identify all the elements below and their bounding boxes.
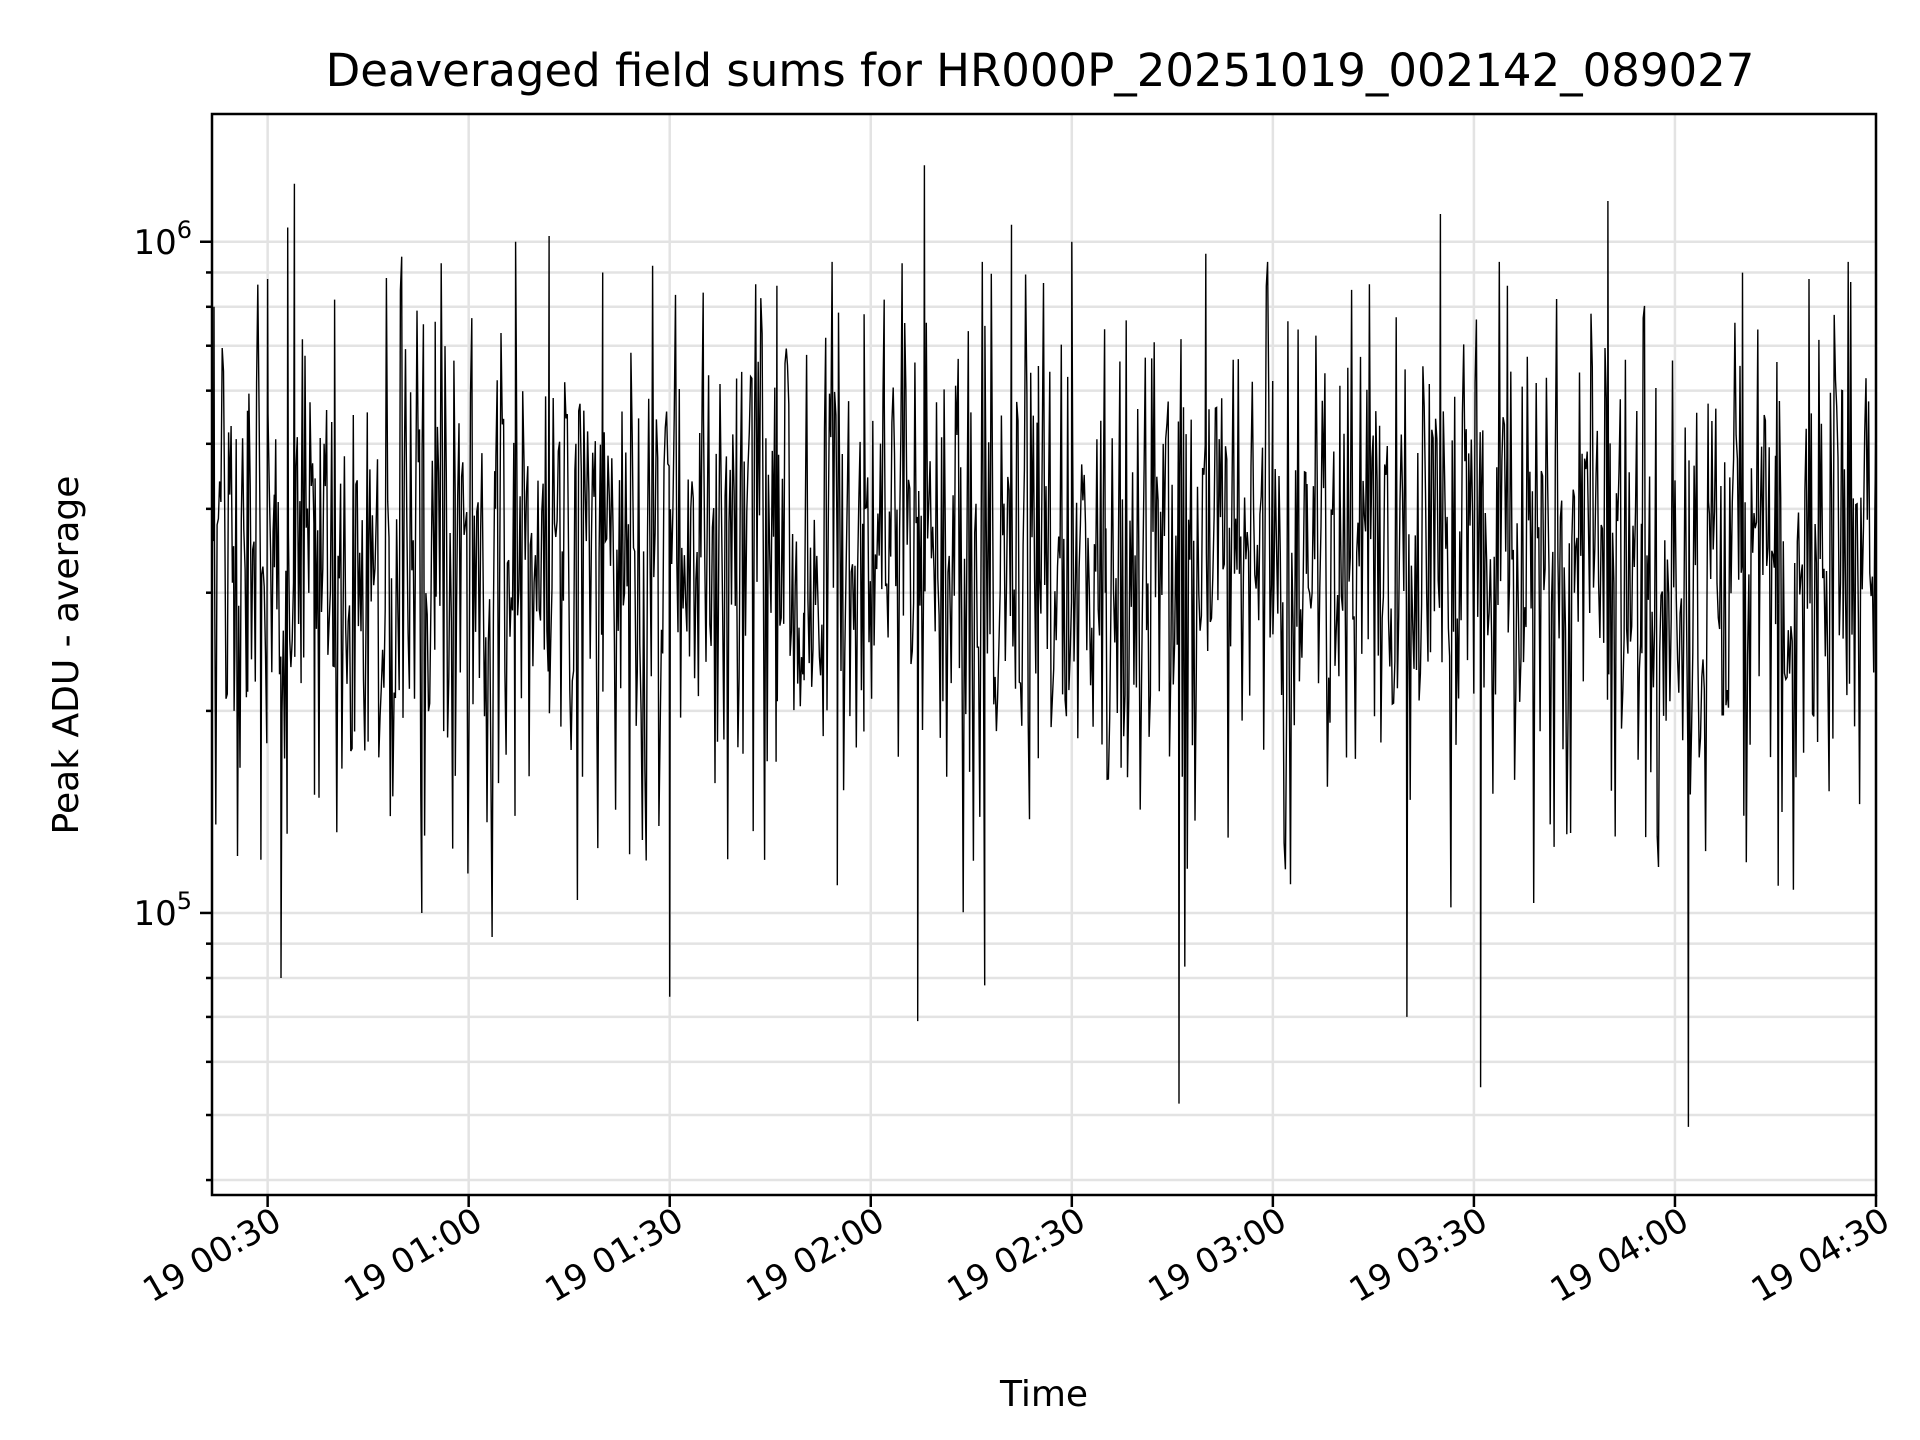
grid (212, 114, 1878, 1195)
y-axis-label: Peak ADU - average (46, 476, 87, 835)
series-line (211, 165, 1877, 1127)
plot-area (211, 165, 1877, 1127)
x-axis-label: Time (999, 1374, 1088, 1415)
chart-title: Deaveraged field sums for HR000P_2025101… (326, 44, 1755, 97)
y-tick-label: 105 (133, 887, 192, 934)
y-tick-label: 106 (133, 216, 192, 263)
y-axis: 105 106 (133, 216, 212, 1182)
plot-frame (210, 112, 1878, 1197)
